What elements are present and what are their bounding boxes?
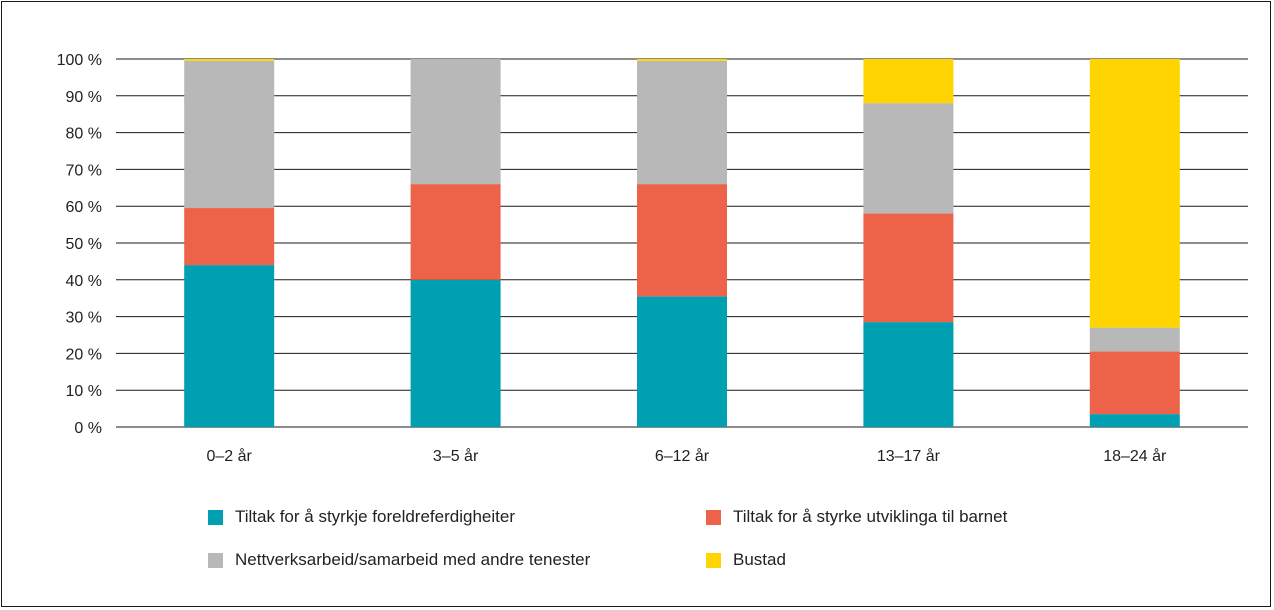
bar-segment — [637, 59, 727, 61]
bar-segment — [410, 279, 501, 427]
bars — [184, 59, 1180, 427]
bar-segment — [184, 59, 275, 61]
bar-segment — [410, 59, 501, 185]
legend-swatch — [706, 509, 721, 525]
legend-swatch — [706, 552, 721, 568]
y-tick-label: 50 % — [66, 236, 102, 253]
legend-label: Tiltak for å styrke utviklinga til barne… — [733, 507, 1008, 526]
bar-segment — [637, 60, 727, 185]
y-tick-label: 30 % — [66, 310, 102, 327]
y-tick-label: 40 % — [66, 273, 102, 290]
bar-segment — [863, 103, 954, 214]
bar-segment — [184, 60, 275, 209]
y-axis-ticks: 0 % 10 % 20 % 30 % 40 % 50 % 60 % 70 % 80 % 90 % 1… — [57, 52, 102, 437]
bar-segment — [1089, 59, 1180, 328]
legend-item: Tiltak for å styrkje foreldreferdigheite… — [208, 507, 515, 527]
x-tick-label: 0–2 år — [207, 447, 253, 465]
legend-item: Nettverksarbeid/samarbeid med andre tene… — [208, 550, 590, 570]
y-tick-label: 70 % — [66, 162, 102, 179]
legend-swatch — [208, 509, 223, 525]
bar-segment — [1089, 414, 1180, 427]
y-tick-label: 60 % — [66, 199, 102, 216]
legend-item: Tiltak for å styrke utviklinga til barne… — [706, 507, 1007, 527]
bar-segment — [184, 208, 275, 266]
legend-item: Bustad — [706, 550, 786, 570]
x-tick-label: 13–17 år — [877, 447, 941, 465]
bar-segment — [637, 184, 727, 297]
legend-swatch — [208, 552, 223, 568]
bar-segment — [1089, 327, 1180, 352]
y-tick-label: 20 % — [66, 346, 102, 363]
bar-segment — [410, 184, 501, 280]
x-tick-label: 18–24 år — [1103, 447, 1167, 465]
y-tick-label: 90 % — [66, 89, 102, 106]
y-tick-label: 0 % — [74, 420, 102, 437]
bar-segment — [637, 296, 727, 427]
legend-label: Tiltak for å styrkje foreldreferdigheite… — [235, 507, 515, 526]
bar-segment — [184, 265, 275, 427]
x-tick-label: 6–12 år — [655, 447, 710, 465]
y-tick-label: 80 % — [66, 126, 102, 143]
y-tick-label: 10 % — [66, 383, 102, 400]
legend-label: Nettverksarbeid/samarbeid med andre tene… — [235, 550, 591, 569]
legend-label: Bustad — [733, 550, 786, 569]
bar-segment — [863, 322, 954, 427]
bar-segment — [1089, 351, 1180, 415]
bar-segment — [863, 59, 954, 104]
x-tick-label: 3–5 år — [433, 447, 479, 465]
bar-segment — [863, 213, 954, 323]
x-axis-ticks: 0–2 år 3–5 år 6–12 år 13–17 år 18–24 år — [207, 447, 1168, 465]
y-tick-label: 100 % — [57, 52, 102, 69]
